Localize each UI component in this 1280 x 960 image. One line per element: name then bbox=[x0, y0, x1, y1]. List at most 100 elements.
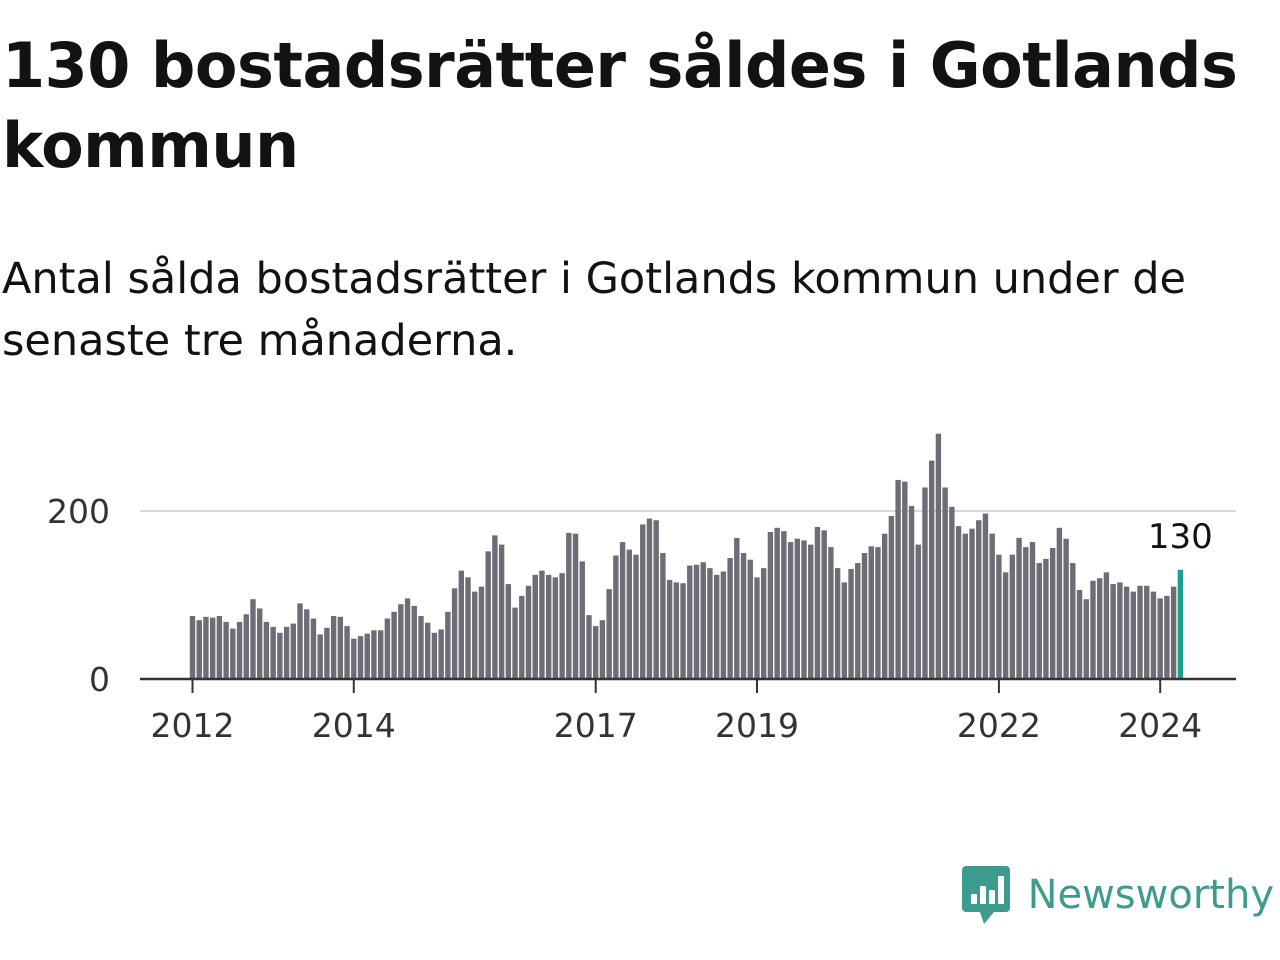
bar bbox=[411, 605, 417, 679]
bar bbox=[438, 629, 444, 679]
bar bbox=[465, 577, 471, 679]
bar bbox=[868, 546, 874, 679]
bar bbox=[189, 616, 196, 679]
bar bbox=[593, 626, 599, 679]
bar bbox=[324, 627, 330, 679]
newsworthy-logo: Newsworthy bbox=[960, 864, 1274, 926]
bar bbox=[861, 553, 868, 679]
x-axis-ticks: 2012 2014 2017 2019 2022 2024 bbox=[151, 679, 1202, 745]
bar bbox=[357, 636, 364, 679]
bar bbox=[962, 533, 968, 679]
brand-name: Newsworthy bbox=[1027, 872, 1274, 918]
bars bbox=[189, 433, 1184, 679]
bar bbox=[485, 551, 491, 679]
bar bbox=[969, 528, 975, 679]
bar bbox=[270, 626, 276, 679]
bar bbox=[680, 583, 686, 679]
bar bbox=[263, 621, 270, 679]
bar bbox=[525, 585, 532, 679]
bar bbox=[236, 621, 243, 679]
bar bbox=[747, 559, 753, 679]
bar bbox=[848, 568, 854, 679]
bar bbox=[599, 620, 606, 679]
annotations: 130 bbox=[1148, 517, 1213, 557]
bar bbox=[1009, 554, 1016, 679]
bar bbox=[774, 527, 780, 679]
bar bbox=[902, 481, 908, 679]
bar bbox=[1063, 538, 1069, 679]
bar bbox=[740, 553, 747, 679]
bar bbox=[572, 533, 579, 679]
bar bbox=[922, 487, 928, 679]
bar bbox=[626, 549, 632, 679]
bar bbox=[1036, 563, 1042, 679]
bar bbox=[1110, 584, 1116, 679]
bar bbox=[687, 565, 693, 679]
bar bbox=[1070, 563, 1076, 679]
bar bbox=[559, 573, 565, 679]
bar bbox=[1076, 589, 1083, 679]
bar bbox=[203, 616, 209, 679]
bar bbox=[727, 558, 733, 679]
bar-latest bbox=[1177, 569, 1184, 679]
bar bbox=[1103, 572, 1110, 679]
bar bbox=[1043, 558, 1049, 679]
bar bbox=[1097, 578, 1103, 679]
bar bbox=[673, 582, 680, 679]
bar bbox=[310, 618, 317, 679]
bar bbox=[1157, 598, 1163, 679]
bar bbox=[915, 544, 921, 679]
bar bbox=[458, 570, 464, 679]
bar bbox=[304, 609, 310, 679]
bar bbox=[391, 611, 397, 679]
bar bbox=[337, 616, 344, 679]
bar bbox=[646, 518, 653, 679]
x-tick-label: 2022 bbox=[957, 706, 1041, 745]
bar bbox=[633, 554, 639, 679]
bar bbox=[243, 614, 249, 679]
bar bbox=[492, 535, 498, 679]
bar bbox=[1130, 591, 1136, 679]
bar bbox=[344, 626, 350, 679]
bar bbox=[472, 591, 478, 679]
bar bbox=[539, 570, 545, 679]
bar bbox=[451, 588, 458, 679]
bar bbox=[693, 564, 700, 679]
bar bbox=[425, 622, 431, 679]
bar bbox=[841, 582, 848, 679]
bar bbox=[734, 537, 740, 679]
bar bbox=[855, 563, 861, 679]
bar bbox=[976, 520, 982, 679]
bar bbox=[196, 620, 202, 679]
bar bbox=[707, 568, 713, 679]
bar bbox=[955, 526, 962, 679]
bar bbox=[209, 617, 216, 679]
bar bbox=[330, 616, 337, 679]
bar bbox=[808, 544, 814, 679]
bar bbox=[929, 460, 935, 679]
bar bbox=[1090, 580, 1096, 679]
bar bbox=[384, 618, 391, 679]
bar bbox=[801, 540, 807, 679]
bar bbox=[821, 530, 827, 679]
bar bbox=[713, 574, 720, 679]
bar bbox=[216, 616, 223, 679]
bar bbox=[908, 505, 915, 679]
bar bbox=[1083, 599, 1089, 679]
bar bbox=[512, 607, 518, 679]
bar bbox=[761, 568, 767, 679]
x-tick-label: 2017 bbox=[554, 706, 638, 745]
bar bbox=[660, 553, 666, 679]
bar bbox=[942, 487, 948, 679]
bar bbox=[579, 561, 585, 679]
bar bbox=[404, 598, 411, 679]
bar bbox=[1117, 582, 1123, 679]
bar bbox=[586, 615, 592, 679]
bar bbox=[418, 616, 424, 679]
bar bbox=[257, 608, 263, 679]
bar bbox=[834, 568, 841, 679]
bar bbox=[989, 533, 995, 679]
x-tick-label: 2014 bbox=[312, 706, 396, 745]
bar bbox=[1123, 586, 1130, 679]
bar bbox=[613, 555, 619, 679]
